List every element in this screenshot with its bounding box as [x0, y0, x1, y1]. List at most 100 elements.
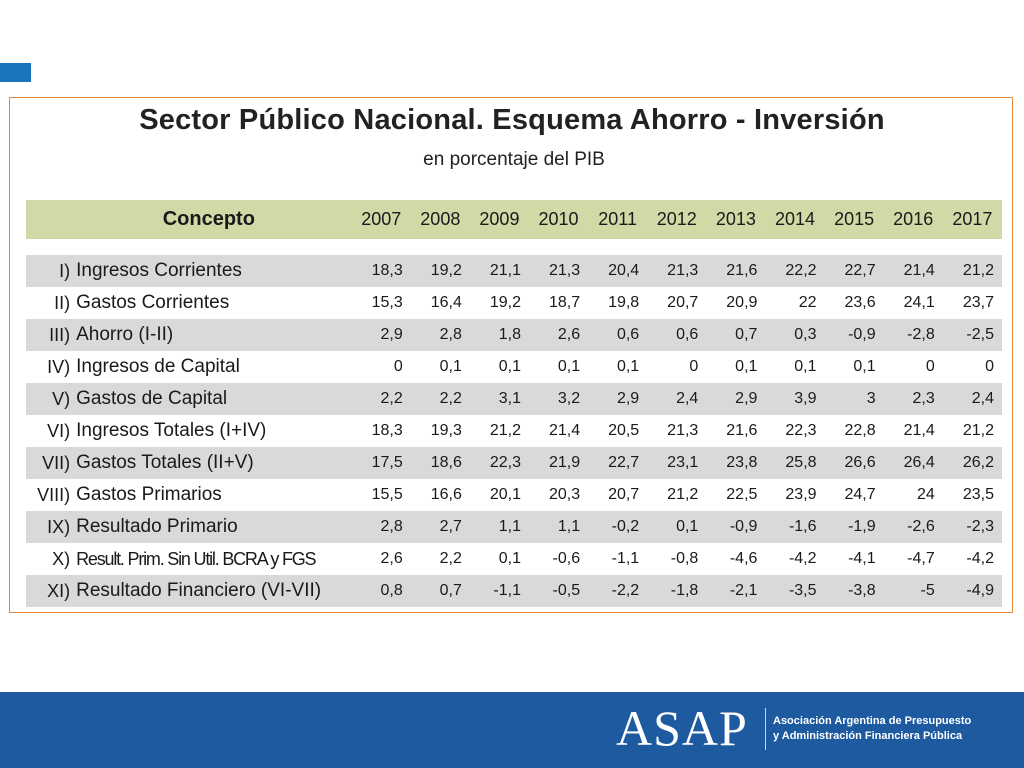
table-cell: -4,2: [966, 550, 994, 567]
table-cell: -4,6: [729, 550, 758, 567]
table-row: IV) Ingresos de Capital 0 0,1 0,1 0,1 0,1 0 0,1 0…: [26, 351, 1002, 383]
table-cell: 22,3: [489, 454, 521, 471]
table-cell: 23,9: [785, 486, 817, 503]
table-cell: 21,1: [489, 262, 521, 279]
table-cell: 18,3: [371, 262, 403, 279]
table-cell: 20,9: [726, 294, 758, 311]
row-number: VI): [47, 420, 71, 441]
table-cell: 0,1: [616, 358, 640, 375]
table-cell: 21,2: [962, 262, 994, 279]
table-cell: 18,3: [371, 422, 403, 439]
table-cell: -0,8: [670, 550, 699, 567]
table-cell: 23,5: [962, 486, 994, 503]
table-row: VI) Ingresos Totales (I+IV) 18,3 19,3 21,2 21…: [26, 415, 1002, 447]
year-header: 2009: [479, 209, 520, 229]
table-cell: 19,2: [489, 294, 521, 311]
table-row: XI) Resultado Financiero (VI-VII) 0,8 0,7 -1…: [26, 575, 1002, 607]
table-cell: 22: [798, 294, 817, 311]
table-cell: 20,4: [608, 262, 640, 279]
row-label: Ahorro (I-II): [76, 324, 174, 345]
table-cell: 0: [689, 358, 699, 375]
table-cell: 2,8: [439, 326, 462, 343]
table-cell: -4,9: [966, 582, 994, 599]
table-cell: 20,3: [548, 486, 581, 503]
row-label: Resultado Financiero (VI-VII): [76, 580, 322, 601]
table-cell: 23,8: [726, 454, 758, 471]
table-cell: 0,1: [439, 358, 462, 375]
year-header: 2010: [538, 209, 579, 229]
row-number: III): [49, 324, 71, 345]
row-label: Gastos Primarios: [76, 484, 222, 505]
table-cell: 2,2: [439, 390, 462, 407]
table-cell: 21,6: [726, 262, 758, 279]
table-cell: -3,5: [788, 582, 817, 599]
table-cell: -2,1: [729, 582, 758, 599]
logo-separator: [765, 708, 766, 750]
table-cell: 21,3: [667, 262, 699, 279]
table-cell: 2,9: [735, 390, 758, 407]
table-cell: 0: [985, 358, 994, 375]
table-header-row: Concepto 2007 2008 2009 2010 2011 2012 2013 201…: [26, 200, 1002, 239]
table-cell: 21,3: [667, 422, 699, 439]
table-cell: 25,8: [785, 454, 817, 471]
row-number: I): [59, 260, 71, 281]
table-cell: 2,9: [616, 390, 640, 407]
table-cell: 26,4: [903, 454, 935, 471]
table-cell: 24,7: [844, 486, 876, 503]
footer-bar: [0, 692, 1024, 768]
table-cell: 0,7: [735, 326, 758, 343]
table-cell: 3: [866, 390, 876, 407]
table-cell: 0,1: [676, 518, 699, 535]
table-cell: 0,1: [735, 358, 758, 375]
table-cell: 26,6: [844, 454, 876, 471]
table-cell: 20,1: [489, 486, 521, 503]
asap-logo: ASAP: [616, 700, 748, 756]
table-cell: 2,6: [380, 550, 403, 567]
table-frame: [9, 97, 1013, 613]
table-cell: 22,5: [726, 486, 758, 503]
table-cell: 19,2: [430, 262, 462, 279]
table-cell: 17,5: [371, 454, 403, 471]
table-cell: 22,8: [844, 422, 876, 439]
year-header: 2011: [598, 209, 637, 229]
table-cell: -0,9: [729, 518, 758, 535]
table-cell: -1,6: [788, 518, 817, 535]
table-cell: 23,1: [667, 454, 699, 471]
header-gap: [26, 239, 1002, 255]
row-label: Gastos Corrientes: [76, 292, 230, 313]
page-subtitle: en porcentaje del PIB: [423, 149, 605, 170]
table-cell: -2,3: [966, 518, 994, 535]
table-cell: 15,3: [371, 294, 403, 311]
table-cell: 2,6: [557, 326, 581, 343]
table-cell: 16,6: [430, 486, 462, 503]
table-cell: 3,2: [557, 390, 581, 407]
row-number: II): [54, 292, 71, 313]
table-cell: 22,7: [844, 262, 876, 279]
table-cell: -0,9: [848, 326, 876, 343]
corner-accent-bar: [0, 63, 31, 82]
row-label: Resultado Primario: [76, 516, 238, 537]
table-cell: 1,1: [498, 518, 521, 535]
table-cell: 20,5: [608, 422, 640, 439]
table-cell: 21,9: [548, 454, 581, 471]
table-cell: 22,2: [785, 262, 817, 279]
table-cell: 18,6: [430, 454, 462, 471]
table-cell: 0,1: [498, 550, 521, 567]
table-cell: -4,2: [788, 550, 817, 567]
table-cell: 21,2: [962, 422, 994, 439]
table-cell: -1,8: [670, 582, 699, 599]
table-cell: 21,3: [548, 262, 581, 279]
year-header: 2007: [361, 209, 402, 229]
table-cell: 23,7: [962, 294, 994, 311]
table-cell: 2,2: [439, 550, 462, 567]
table-cell: -0,6: [552, 550, 581, 567]
fiscal-table: Concepto 2007 2008 2009 2010 2011 2012 2013 201…: [26, 200, 1002, 607]
table-cell: -4,1: [848, 550, 876, 567]
table-row: X) Result. Prim. Sin Util. BCRA y FGS 2,6 2…: [26, 543, 1002, 575]
table-cell: 2,3: [912, 390, 935, 407]
row-label: Ingresos Totales (I+IV): [76, 420, 267, 441]
table-cell: 21,2: [667, 486, 699, 503]
table-cell: -0,2: [611, 518, 640, 535]
row-label: Gastos de Capital: [76, 388, 228, 409]
table-cell: 23,6: [844, 294, 876, 311]
